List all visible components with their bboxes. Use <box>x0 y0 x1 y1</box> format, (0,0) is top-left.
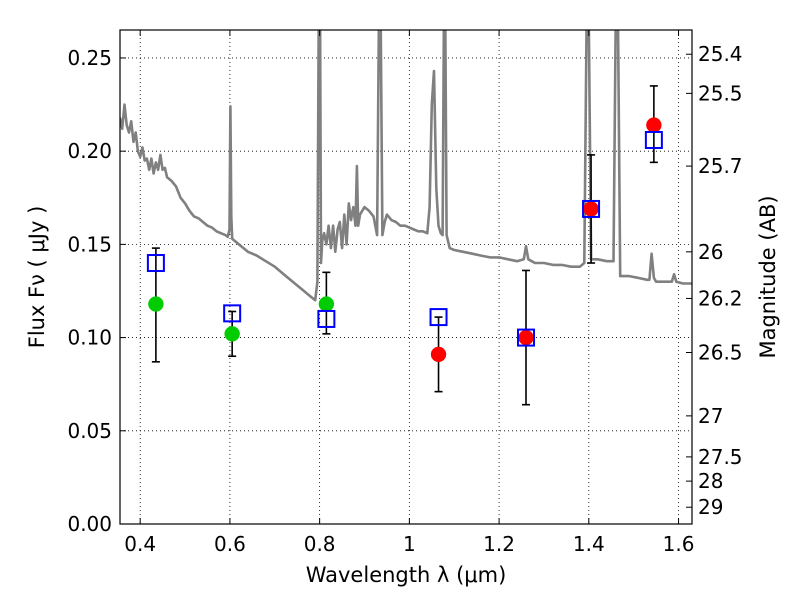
x-tick-label: 0.8 <box>304 532 336 556</box>
y-axis-label: Flux Fν ( μJy ) <box>25 206 49 349</box>
spectrum-line <box>120 30 692 302</box>
data-point <box>148 296 164 312</box>
right-tick-label: 29 <box>698 495 723 519</box>
data-point <box>430 346 447 363</box>
model-square <box>429 308 448 327</box>
y-tick-label: 0.10 <box>67 326 112 350</box>
ticks: 0.4 0.6 0.8 1 1.2 1.4 1.6 0.00 0.05 0.10 0.15 0.20 0… <box>67 30 743 556</box>
model-square <box>317 309 336 328</box>
x-tick-label: 0.4 <box>124 532 156 556</box>
y-tick-label: 0.25 <box>67 46 112 70</box>
plot-frame <box>119 29 693 525</box>
model-square <box>517 328 536 347</box>
x-tick-label: 1 <box>403 532 416 556</box>
y-tick-label: 0.00 <box>67 512 112 536</box>
model-square <box>582 199 601 218</box>
right-tick-label: 25.4 <box>698 42 743 66</box>
right-tick-label: 26.5 <box>698 340 743 364</box>
x-axis-label: Wavelength λ (μm) <box>306 563 507 587</box>
x-tick-label: 1.6 <box>663 532 695 556</box>
y-tick-label: 0.20 <box>67 139 112 163</box>
right-tick-label: 28 <box>698 469 723 493</box>
data-point <box>583 201 599 217</box>
model-square <box>146 254 165 273</box>
right-tick-label: 27 <box>698 404 723 428</box>
x-tick-label: 1.2 <box>483 532 515 556</box>
model-square <box>644 130 663 149</box>
right-tick-label: 25.7 <box>698 154 743 178</box>
y-tick-label: 0.05 <box>67 419 112 443</box>
marker-layer <box>146 117 663 363</box>
spectrum-layer <box>120 30 692 302</box>
data-point <box>646 117 662 133</box>
y-axis-right-label: Magnitude (AB) <box>756 195 780 358</box>
x-tick-label: 1.4 <box>573 532 605 556</box>
right-tick-label: 25.5 <box>698 81 743 105</box>
data-point <box>224 326 240 342</box>
x-tick-label: 0.6 <box>214 532 246 556</box>
right-tick-label: 26.2 <box>698 286 743 310</box>
plot-area <box>120 30 692 406</box>
data-point <box>518 329 534 346</box>
model-square <box>223 304 242 323</box>
right-tick-label: 26 <box>698 240 723 264</box>
data-point <box>318 296 335 312</box>
right-tick-label: 27.5 <box>698 445 743 469</box>
y-tick-label: 0.15 <box>67 232 112 256</box>
